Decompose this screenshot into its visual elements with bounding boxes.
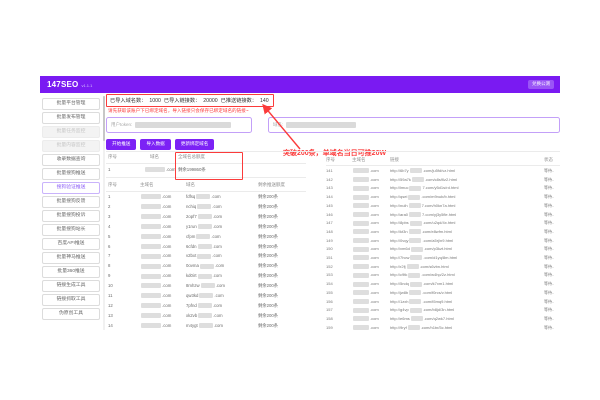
app-window: 147SEO v1.1.1 兑换公测 批量平台管理 批量发布管理 批量任务监控 批量内… (40, 76, 560, 330)
table-row: 6 .com 6cfdn .com 剩余200条 (108, 243, 279, 249)
quota-col-no: 序号 (108, 154, 117, 159)
table-row: 13 .com xk2vb .com 剩余200条 (108, 312, 279, 319)
sidebar-item-16[interactable]: 伪原创工具 (42, 308, 100, 320)
divider (106, 151, 560, 152)
table-row: 148 .com http://kt3n .com/e8wfm.html 等待.. (326, 228, 555, 235)
domain-col-domain: 域名 (186, 182, 195, 187)
sidebar-item-6[interactable]: 批量搜狗推送 (42, 168, 100, 180)
table-row: 3 .com 2opf7 .com 剩余200条 (108, 213, 279, 220)
quota-col-domain: 域名 (150, 154, 159, 159)
version-label: v1.1.1 (81, 83, 93, 88)
table-row: 155 .com http://jw8b .com/f0rcs/v.html 等待.. (326, 289, 555, 296)
table-row: 154 .com http://5ndq .com/k7xm1.html 等待.. (326, 281, 555, 287)
table-row: 10 .com 8mhzw .com 剩余200条 (108, 283, 279, 289)
domain-col-root: 主域名 (140, 182, 154, 187)
action-toolbar: 开始推送 导入数据 更新绑定域名 (106, 139, 215, 150)
sidebar-item-2[interactable]: 批量发布管理 (42, 112, 100, 124)
main-panel: 已导入域名数： 1000 已导入链接数： 20000 已推送链接数： 140 请先获取该账… (106, 93, 560, 330)
table-row: 151 .com http://7hcw .com/d1yq/8m.html 等待.. (326, 255, 555, 261)
sidebar-item-12[interactable]: 批量神马推送 (42, 252, 100, 264)
sidebar-item-4: 批量内容监控 (42, 140, 100, 152)
divider (326, 165, 560, 166)
quota-highlight-box (175, 152, 243, 180)
topbar: 147SEO v1.1.1 兑换公测 (40, 76, 560, 93)
sidebar-item-15[interactable]: 链接抓取工具 (42, 294, 100, 306)
quota-row-no: 1 (108, 167, 111, 172)
token-input[interactable]: 用户token: (106, 117, 252, 133)
table-row: 1 .com fdfsq .com 剩余200条 (108, 194, 279, 200)
table-row: 153 .com http://c9tk .com/w4hp/2z.html 等待.. (326, 272, 555, 278)
sidebar: 批量平台管理 批量发布管理 批量任务监控 批量内容监控 收录数据查询 批量搜狗推送 搜狗验证… (40, 93, 102, 330)
table-row: 149 .com http://0vqy .com/a5rj/n9.html 等待.. (326, 237, 555, 244)
table-row: 2 .com nchiq .com 剩余200条 (108, 203, 279, 210)
sidebar-item-14[interactable]: 链接生成工具 (42, 280, 100, 292)
stat-value: 1000 (149, 97, 161, 104)
table-row: 141 .com http://6b7y .com/ju5fd/vz.html 等待.. (326, 168, 555, 174)
domain-col-no: 序号 (108, 182, 117, 187)
stat-value: 20000 (203, 97, 218, 104)
table-row: 158 .com http://e6ms .com/q2wk7.html 等待.. (326, 315, 555, 322)
start-push-button[interactable]: 开始推送 (106, 139, 137, 150)
stats-banner: 已导入域名数： 1000 已导入链接数： 20000 已推送链接数： 140 (106, 94, 274, 107)
sidebar-item-5[interactable]: 收录数据查询 (42, 154, 100, 166)
stat-label: 已导入域名数： (110, 98, 147, 104)
sidebar-item-11[interactable]: 百度API推送 (42, 238, 100, 250)
import-data-button[interactable]: 导入数据 (140, 139, 171, 150)
table-row: 159 .com http://9ryf .com/h1tn/5c.html 等待.. (326, 324, 555, 330)
update-bound-domains-button[interactable]: 更新绑定域名 (174, 139, 215, 150)
brand-logo: 147SEO (47, 80, 79, 89)
quota-col-total: 全域名总额度 (178, 154, 205, 159)
sidebar-item-8[interactable]: 批量搜狗反馈 (42, 196, 100, 208)
scrollbar-thumb[interactable] (102, 96, 105, 141)
stat-value: 140 (259, 97, 269, 104)
sidebar-item-13[interactable]: 批量360推送 (42, 266, 100, 278)
domain-masked-value (286, 121, 357, 129)
table-row: 11 .com qw3kd .com 剩余200条 (108, 293, 279, 299)
token-label: 用户token: (111, 122, 133, 127)
warning-text: 请先获取该账户下已绑定域名，导入链接只会保存已绑定域名的链接~ (108, 108, 249, 113)
domain-input[interactable]: 域名: (268, 117, 560, 133)
table-row: 4 .com y1run .com 剩余200条 (108, 223, 279, 230)
link-col-url: 链接 (390, 157, 399, 162)
table-row: 156 .com http://1zxh .com/t5mq9.html 等待.. (326, 298, 555, 304)
domain-col-quota: 剩余推送额度 (258, 182, 285, 187)
sidebar-item-10[interactable]: 批量搜狗站长 (42, 224, 100, 236)
link-col-status: 状态 (544, 157, 553, 162)
sidebar-item-1[interactable]: 批量平台管理 (42, 98, 100, 110)
sidebar-scrollbar[interactable] (102, 96, 105, 330)
table-row: 5 .com cfpm .com 剩余200条 (108, 233, 279, 239)
token-masked-value (135, 121, 232, 129)
table-row: 14 .com m4ygt .com 剩余200条 (108, 322, 279, 329)
link-col-no: 序号 (326, 157, 335, 162)
exchange-beta-button[interactable]: 兑换公测 (528, 80, 554, 89)
table-row: 145 .com http://nuih 7.com/h0kn7a.html 等待.. (326, 202, 555, 209)
table-row: 143 .com http://lmuc 7.com/y5d1s/rd.html 等待.… (326, 185, 555, 191)
table-row: 157 .com http://g4vp .com/b8jd/3n.html 等待.. (326, 307, 555, 313)
quota-row-value: 剩余199860条 (178, 167, 206, 172)
sidebar-item-3: 批量任务监控 (42, 126, 100, 138)
annotation-text: 突破200条，单域名当日可推20W (283, 150, 387, 157)
stat-label: 已推送链接数： (220, 98, 257, 104)
table-row: 144 .com http://qsei .com/m9nub/b.html 等待.. (326, 194, 555, 200)
table-row: 142 .com http://59a7k .com/c8s9lz2.html 等待.. (326, 176, 555, 183)
table-row: 12 .com 7pfnd .com 剩余200条 (108, 302, 279, 309)
sidebar-item-9[interactable]: 批量搜狗投诉 (42, 210, 100, 222)
divider (106, 163, 306, 164)
table-row: 7 .com v2bxt .com 剩余200条 (108, 253, 279, 259)
table-row: 9 .com kd0irt .com 剩余200条 (108, 273, 279, 279)
domain-label: 域名: (273, 122, 284, 127)
link-col-domain: 主域名 (352, 157, 366, 162)
table-row: 150 .com http://xm6d .com/p3kzt.html 等待.. (326, 246, 555, 252)
table-row: 146 .com http://ara0 7.com/yj3y5fle.html 等待.… (326, 211, 555, 217)
table-row: 147 .com http://8pbs .com/u2qd/4x.html 等待.. (326, 220, 555, 226)
table-row: 152 .com http://r2fj .com/s6vbn.html 等待.. (326, 263, 555, 270)
divider (106, 177, 306, 178)
stat-label: 已导入链接数： (163, 98, 201, 104)
sidebar-item-7[interactable]: 搜狗验证推送 (42, 182, 100, 194)
divider (106, 191, 306, 192)
table-row: 8 .com 0ovma .com 剩余200条 (108, 263, 279, 269)
quota-row-domain: .com (144, 167, 176, 173)
